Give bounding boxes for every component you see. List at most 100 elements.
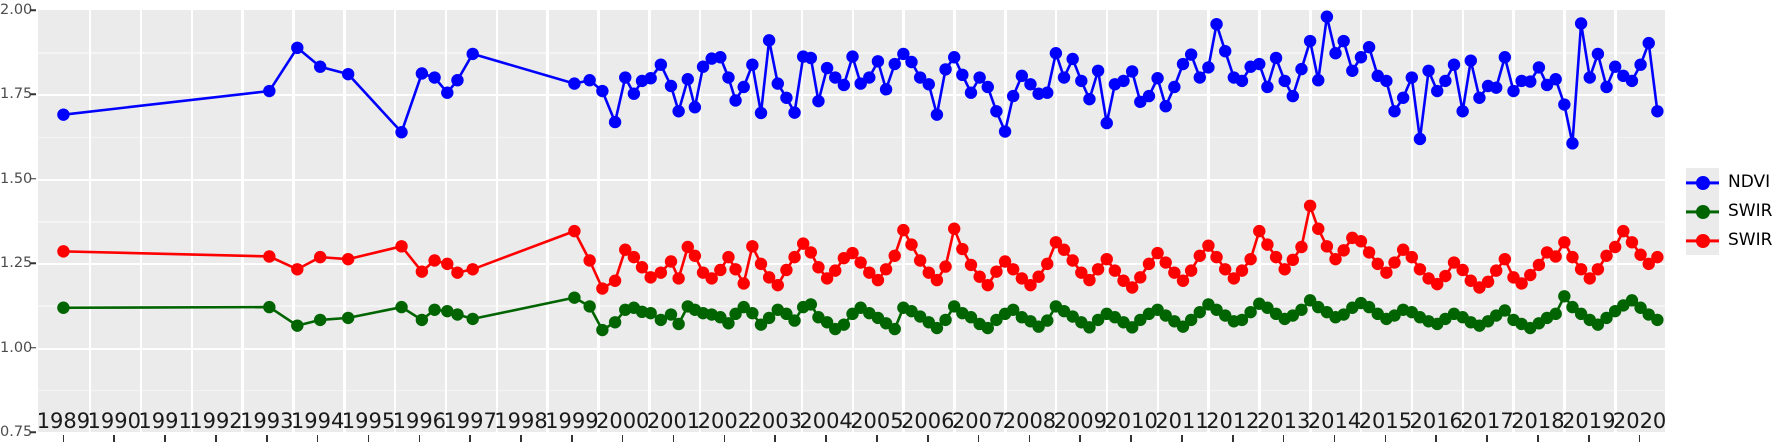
data-point[interactable] — [1549, 307, 1562, 321]
data-point[interactable] — [1142, 89, 1156, 103]
data-point[interactable] — [627, 87, 641, 100]
data-point[interactable] — [754, 257, 768, 271]
data-point[interactable] — [1422, 64, 1435, 77]
data-point[interactable] — [451, 266, 464, 279]
data-point[interactable] — [913, 254, 927, 267]
data-point[interactable] — [1532, 258, 1546, 272]
data-point[interactable] — [672, 105, 685, 118]
data-point[interactable] — [428, 254, 441, 267]
data-point[interactable] — [1431, 277, 1444, 291]
data-point[interactable] — [888, 322, 901, 336]
data-point[interactable] — [1295, 303, 1308, 316]
data-point[interactable] — [466, 312, 479, 326]
data-point[interactable] — [441, 86, 454, 99]
data-point[interactable] — [1278, 263, 1291, 276]
data-point[interactable] — [1464, 274, 1477, 287]
data-point[interactable] — [1591, 318, 1605, 331]
data-point[interactable] — [1642, 36, 1655, 50]
data-point[interactable] — [1184, 313, 1198, 327]
data-point[interactable] — [1490, 81, 1503, 94]
data-point[interactable] — [1210, 17, 1223, 31]
data-point[interactable] — [1235, 264, 1249, 277]
data-point[interactable] — [930, 108, 944, 121]
data-point[interactable] — [608, 274, 622, 287]
data-point[interactable] — [1227, 272, 1241, 285]
data-point[interactable] — [1219, 263, 1232, 276]
data-point[interactable] — [1117, 74, 1130, 88]
data-point[interactable] — [1091, 313, 1105, 327]
data-point[interactable] — [1015, 69, 1029, 83]
data-point[interactable] — [1524, 75, 1537, 88]
data-point[interactable] — [1015, 272, 1029, 285]
data-point[interactable] — [1108, 264, 1122, 277]
data-point[interactable] — [788, 314, 801, 327]
data-point[interactable] — [1481, 275, 1495, 288]
data-point[interactable] — [714, 263, 727, 277]
data-point[interactable] — [722, 317, 735, 330]
data-point[interactable] — [737, 80, 750, 94]
data-point[interactable] — [1574, 17, 1588, 30]
data-point[interactable] — [1558, 236, 1571, 249]
data-point[interactable] — [1184, 264, 1198, 277]
data-point[interactable] — [846, 50, 859, 63]
data-point[interactable] — [964, 311, 978, 324]
data-point[interactable] — [788, 106, 801, 119]
data-point[interactable] — [922, 266, 935, 279]
data-point[interactable] — [1142, 257, 1156, 271]
data-point[interactable] — [1235, 74, 1249, 88]
data-point[interactable] — [1202, 61, 1215, 74]
data-point[interactable] — [1286, 89, 1300, 103]
data-point[interactable] — [746, 58, 759, 71]
data-point[interactable] — [1558, 290, 1571, 303]
data-point[interactable] — [754, 318, 768, 331]
data-point[interactable] — [688, 101, 702, 114]
data-point[interactable] — [797, 237, 810, 250]
data-point[interactable] — [771, 77, 784, 90]
data-point[interactable] — [1591, 47, 1605, 61]
data-point[interactable] — [1168, 266, 1181, 279]
data-point[interactable] — [1362, 246, 1376, 259]
data-point[interactable] — [722, 71, 735, 84]
data-point[interactable] — [415, 313, 429, 327]
data-point[interactable] — [737, 277, 750, 290]
data-point[interactable] — [1651, 250, 1664, 264]
data-point[interactable] — [1439, 269, 1452, 283]
data-point[interactable] — [341, 67, 355, 81]
data-point[interactable] — [635, 261, 649, 274]
data-point[interactable] — [1346, 64, 1359, 77]
data-point[interactable] — [939, 313, 952, 327]
data-point[interactable] — [313, 313, 327, 327]
data-point[interactable] — [939, 63, 952, 76]
data-point[interactable] — [913, 71, 927, 84]
data-point[interactable] — [57, 108, 70, 121]
data-point[interactable] — [1117, 274, 1130, 287]
data-point[interactable] — [922, 78, 935, 91]
data-point[interactable] — [871, 55, 885, 68]
legend-item-swir2[interactable]: SWIR2 — [1686, 197, 1773, 226]
data-point[interactable] — [1600, 80, 1613, 94]
data-point[interactable] — [1583, 71, 1596, 84]
data-point[interactable] — [1261, 80, 1274, 94]
data-point[interactable] — [1634, 58, 1647, 71]
data-point[interactable] — [990, 105, 1003, 118]
data-point[interactable] — [780, 263, 793, 277]
data-point[interactable] — [754, 106, 768, 120]
data-point[interactable] — [1320, 10, 1334, 23]
data-point[interactable] — [1134, 313, 1147, 327]
data-point[interactable] — [644, 72, 657, 85]
data-point[interactable] — [729, 94, 742, 107]
data-point[interactable] — [1574, 307, 1588, 321]
data-point[interactable] — [812, 94, 825, 108]
data-point[interactable] — [644, 271, 657, 284]
data-point[interactable] — [1337, 244, 1350, 257]
data-point[interactable] — [672, 317, 685, 331]
data-point[interactable] — [1608, 240, 1622, 254]
data-point[interactable] — [341, 252, 355, 266]
data-point[interactable] — [1549, 250, 1562, 263]
data-point[interactable] — [1642, 257, 1655, 271]
data-point[interactable] — [905, 55, 918, 69]
data-point[interactable] — [1354, 235, 1368, 248]
data-point[interactable] — [762, 34, 776, 47]
data-point[interactable] — [820, 316, 834, 329]
data-point[interactable] — [714, 51, 727, 64]
